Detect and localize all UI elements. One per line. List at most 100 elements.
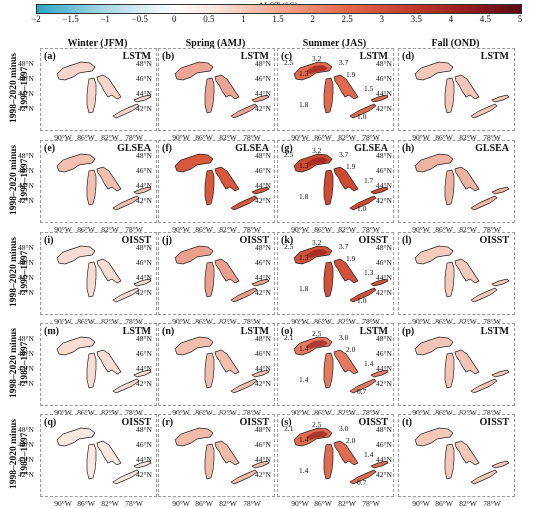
lake-ontario: [133, 94, 152, 103]
lake-erie: [112, 469, 140, 485]
lake-erie: [349, 103, 377, 119]
lake-value-annotation: 3.7: [339, 150, 349, 159]
latitude-label: 48°N: [255, 151, 271, 160]
latitude-label: 44°N: [255, 89, 271, 98]
lake-value-annotation: 2.5: [284, 150, 294, 159]
lake-huron: [454, 440, 480, 466]
lake-michigan: [86, 169, 97, 206]
latitude-label: 42°N: [18, 288, 34, 297]
longitude-label: 86°W: [435, 499, 453, 508]
longitude-label: 86°W: [314, 225, 332, 234]
panel-method-label: OISST: [121, 417, 151, 428]
lake-value-annotation: 3.7: [339, 242, 349, 251]
panel-letter: (k): [281, 235, 294, 246]
lake-huron: [454, 258, 480, 284]
map-panel: (k) OISST 2.5 3.2 3.7 1.3 1.9 1.3 1.8 1.0 48°N 46°N…: [255, 232, 394, 326]
longitude-label: 82°W: [459, 317, 477, 326]
lake-value-annotation: 2.1: [284, 424, 294, 433]
latitude-label: 46°N: [255, 440, 271, 449]
latitude-label: 44°N: [255, 181, 271, 190]
panel-letter: (c): [281, 51, 293, 62]
lake-value-annotation: 2.5: [312, 329, 322, 338]
latitude-label: 48°N: [376, 425, 392, 434]
latitude-label: 48°N: [255, 243, 271, 252]
lake-ontario: [251, 369, 270, 378]
panel-method-label: OISST: [479, 235, 509, 246]
latitude-label: 42°N: [136, 104, 152, 113]
longitude-label: 86°W: [195, 499, 213, 508]
lake-michigan: [323, 169, 334, 206]
map-panel: (b) LSTM 48°N 46°N 44°N 42°N 90°W 86°W 82°W 78°W: [136, 48, 275, 142]
lake-value-annotation: 2.5: [284, 58, 294, 67]
longitude-label: 90°W: [291, 133, 309, 142]
lake-erie: [470, 378, 498, 394]
map-panel: (f) GLSEA 48°N 46°N 44°N 42°N 90°W 86°W 82°W 78°W: [136, 140, 275, 234]
lake-superior: [174, 245, 214, 265]
latitude-label: 42°N: [376, 196, 392, 205]
great-lakes-map: [174, 427, 270, 485]
lake-huron: [454, 74, 480, 100]
latitude-label: 44°N: [255, 455, 271, 464]
colorbar-tick-label: −1.5: [62, 14, 79, 24]
great-lakes-map: [293, 61, 389, 119]
lake-value-annotation: 1.3: [299, 161, 309, 170]
lake-huron: [454, 166, 480, 192]
longitude-label: 90°W: [172, 225, 190, 234]
warm-anomaly-patch: [306, 157, 328, 166]
map-panel: (l) OISST 48°N 46°N 44°N 42°N 90°W 86°W 82°W 78°W: [376, 232, 515, 326]
lake-ontario: [491, 369, 510, 378]
longitude-label: 82°W: [338, 499, 356, 508]
lake-superior: [174, 336, 214, 356]
colorbar-tick-label: 0: [172, 14, 177, 24]
latitude-label: 44°N: [18, 364, 34, 373]
longitude-label: 90°W: [412, 225, 430, 234]
longitude-label: 78°W: [125, 408, 143, 417]
longitude-label: 86°W: [435, 408, 453, 417]
longitude-label: 82°W: [338, 408, 356, 417]
latitude-label: 46°N: [376, 349, 392, 358]
lake-erie: [230, 469, 258, 485]
panel-letter: (p): [402, 326, 415, 337]
panel-letter: (j): [162, 235, 172, 246]
panel-method-label: LSTM: [240, 51, 269, 62]
longitude-label: 82°W: [219, 317, 237, 326]
latitude-label: 48°N: [376, 334, 392, 343]
colorbar-tick-label: 5: [517, 14, 523, 24]
colorbar-tick-label: 3.5: [410, 14, 422, 24]
latitude-label: 44°N: [376, 273, 392, 282]
longitude-label: 90°W: [291, 408, 309, 417]
lake-ontario: [133, 369, 152, 378]
latitude-label: 44°N: [18, 273, 34, 282]
lake-ontario: [370, 94, 389, 103]
longitude-label: 78°W: [243, 225, 261, 234]
panel-method-label: LSTM: [480, 326, 509, 337]
panel-letter: (b): [162, 51, 175, 62]
longitude-label: 78°W: [243, 133, 261, 142]
lake-value-annotation: 2.0: [346, 436, 356, 445]
panel-letter: (s): [281, 417, 292, 428]
longitude-label: 90°W: [172, 317, 190, 326]
panel-letter: (h): [402, 143, 415, 154]
latitude-label: 44°N: [376, 181, 392, 190]
lake-erie: [112, 103, 140, 119]
panel-letter: (a): [44, 51, 56, 62]
lake-ontario: [370, 460, 389, 469]
panel-letter: (l): [402, 235, 412, 246]
great-lakes-map: [174, 336, 270, 394]
longitude-label: 90°W: [412, 408, 430, 417]
longitude-label: 86°W: [435, 317, 453, 326]
latitude-label: 46°N: [376, 74, 392, 83]
latitude-label: 44°N: [255, 364, 271, 373]
latitude-label: 46°N: [136, 349, 152, 358]
latitude-label: 46°N: [255, 74, 271, 83]
lake-michigan: [86, 352, 97, 389]
lake-superior: [174, 61, 214, 81]
panel-method-label: LSTM: [122, 51, 151, 62]
lake-michigan: [204, 77, 215, 114]
lake-michigan: [444, 261, 455, 298]
latitude-label: 46°N: [255, 258, 271, 267]
lake-ontario: [491, 278, 510, 287]
warm-anomaly-patch: [306, 65, 328, 74]
lake-ontario: [251, 460, 270, 469]
colorbar-tick-label: −1: [100, 14, 110, 24]
